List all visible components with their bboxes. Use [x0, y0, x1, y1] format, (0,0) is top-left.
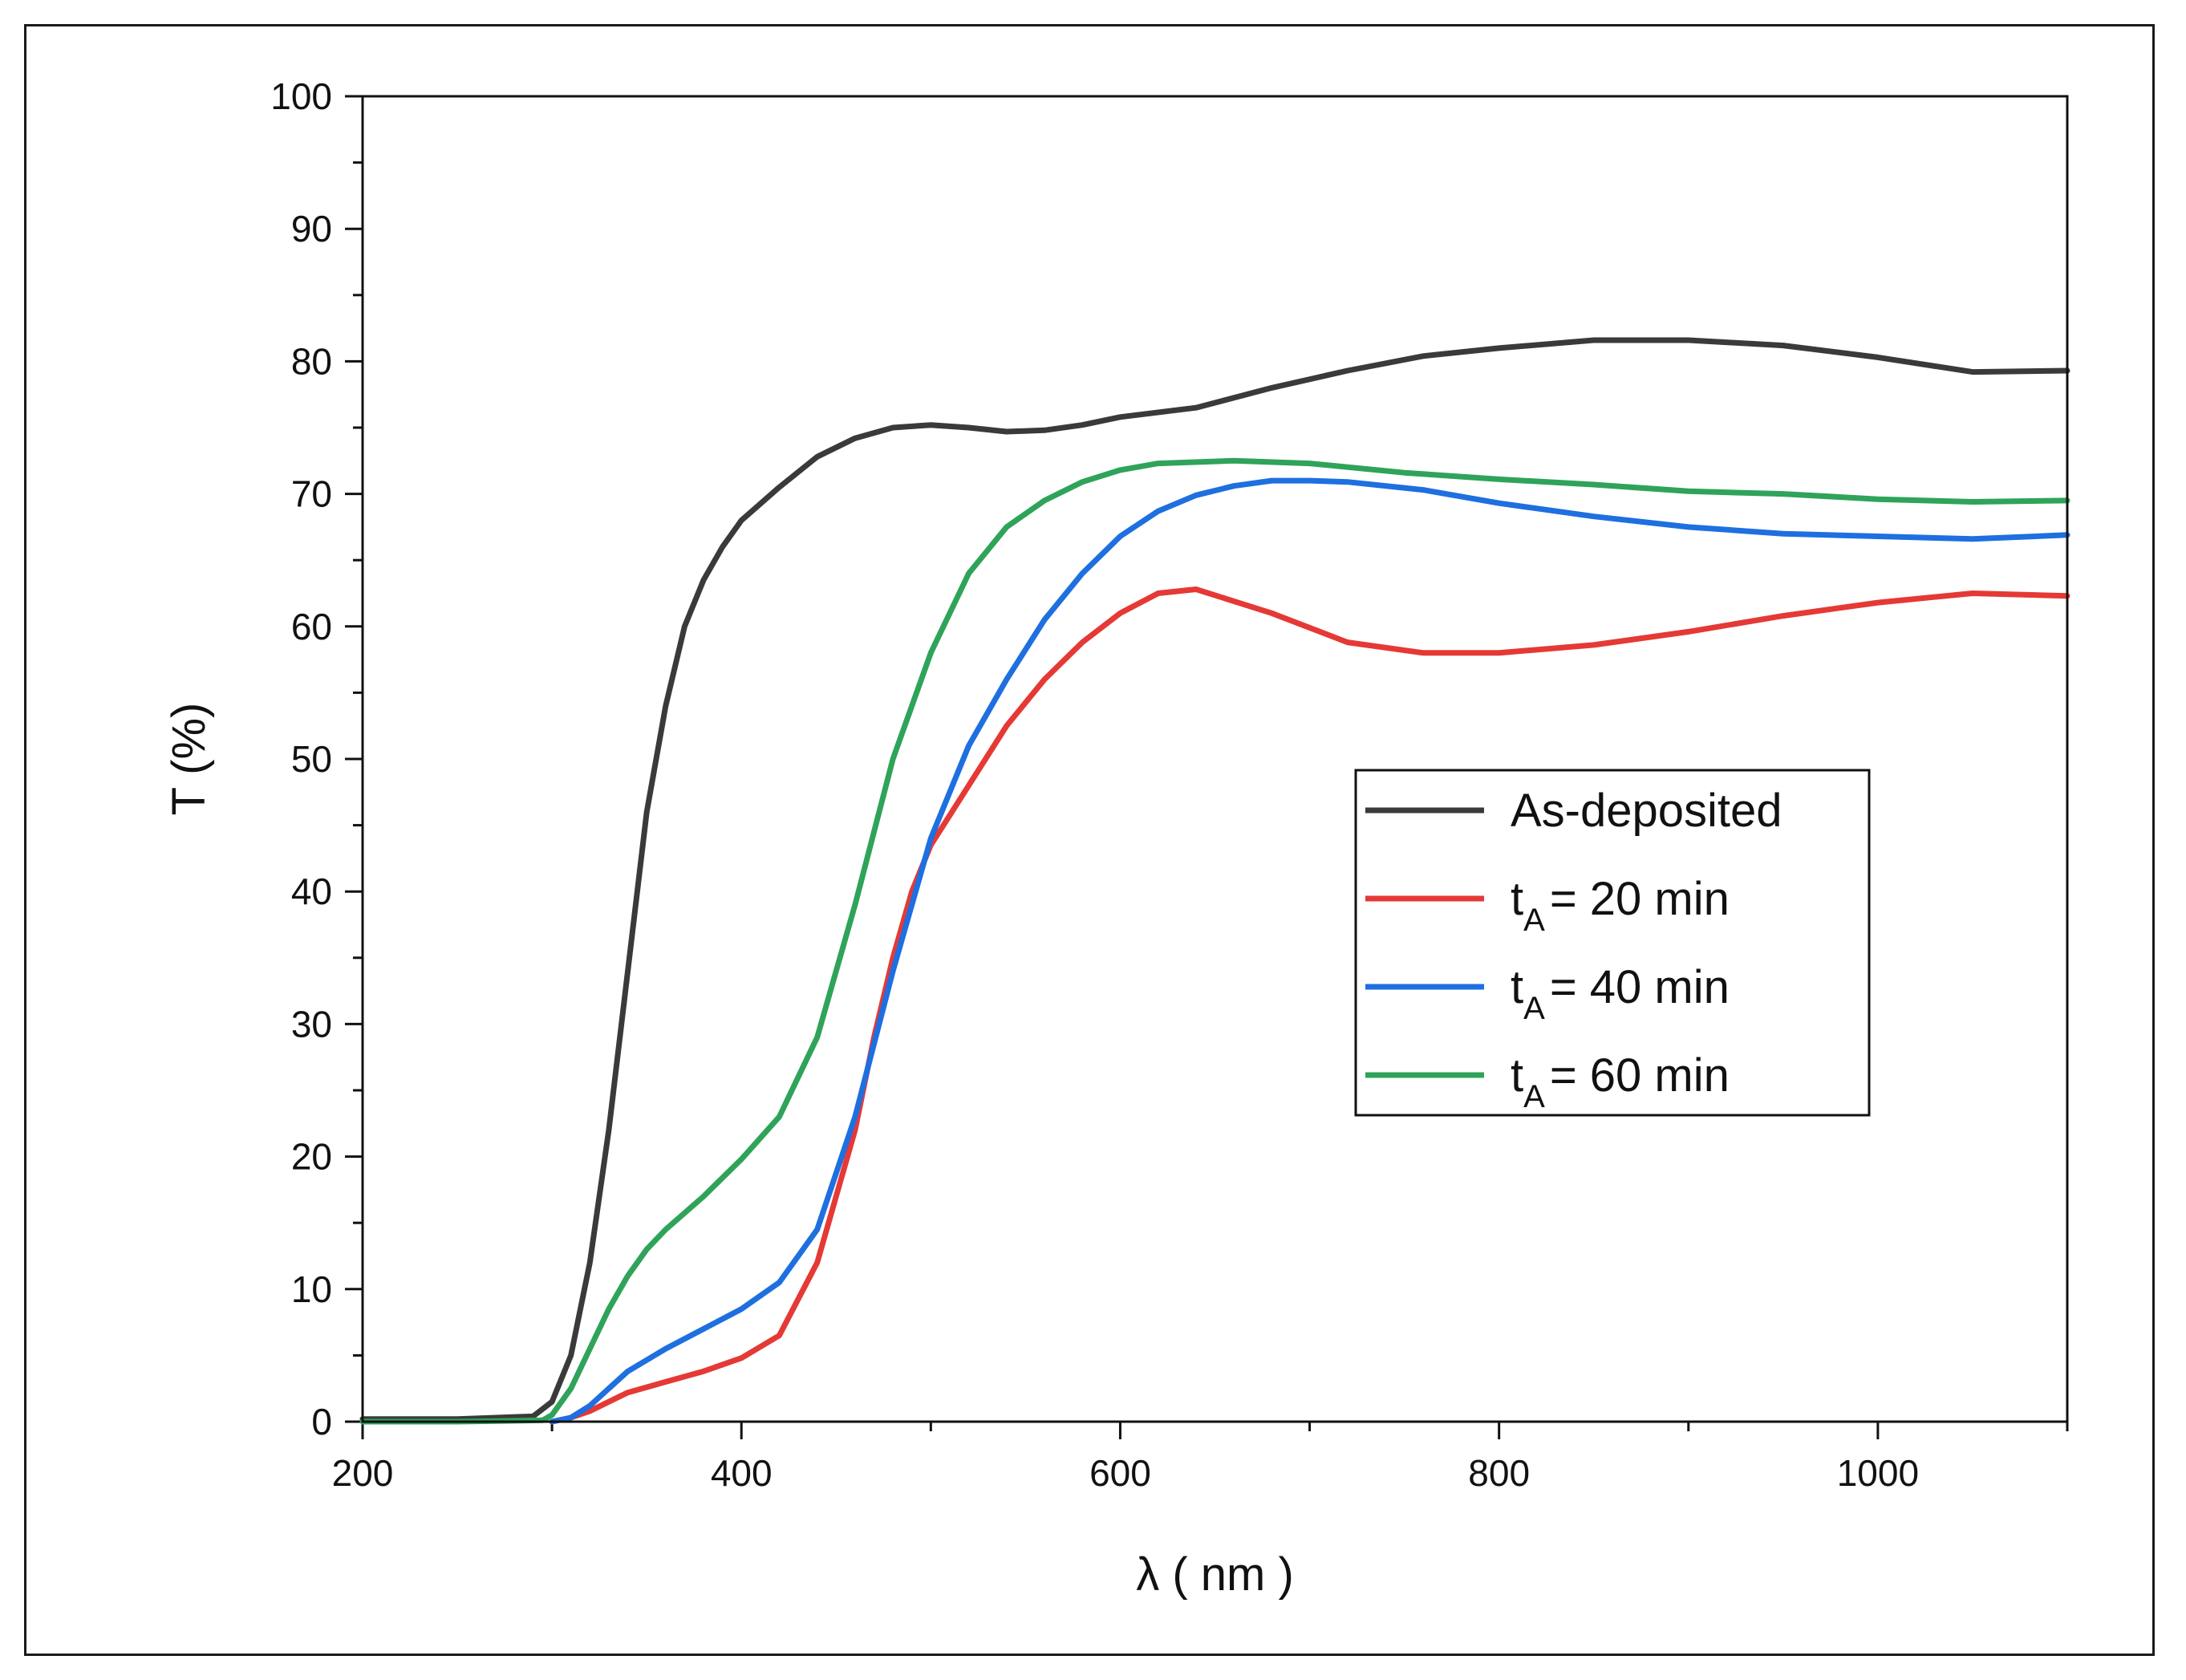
tick-labels: 0 10 20 30 40 50 60 70 80 90 100 200 400 600 800 1000	[270, 75, 1919, 1494]
y-tick-label: 50	[291, 738, 332, 780]
legend-label-2: tA = 20 min	[1511, 873, 1730, 938]
plot-area-border	[361, 95, 2069, 1423]
legend-box	[1354, 769, 1871, 1117]
y-tick-label: 100	[270, 75, 332, 117]
series-line-1	[359, 337, 2070, 1422]
series-lines	[359, 337, 2070, 1425]
x-tick-label: 1000	[1837, 1452, 1919, 1494]
x-tick-label: 200	[332, 1452, 394, 1494]
y-tick-label: 30	[291, 1003, 332, 1045]
y-tick-label: 80	[291, 340, 332, 382]
x-axis-title: λ ( nm )	[1136, 1548, 1294, 1601]
y-tick-label: 90	[291, 208, 332, 250]
x-tick-label: 800	[1468, 1452, 1530, 1494]
y-tick-label: 10	[291, 1268, 332, 1310]
series-line-4	[359, 457, 2070, 1425]
y-tick-label: 0	[311, 1401, 332, 1443]
figure-frame	[24, 24, 2155, 1656]
y-tick-label: 20	[291, 1136, 332, 1178]
legend: As-deposited tA = 20 min tA = 40 min tA = 60 m…	[1354, 769, 1871, 1117]
series-line-3	[549, 477, 2070, 1425]
y-tick-label: 70	[291, 473, 332, 515]
legend-label-4: tA = 60 min	[1511, 1049, 1730, 1114]
legend-label-3: tA = 40 min	[1511, 961, 1730, 1026]
legend-label-1: As-deposited	[1511, 785, 1782, 837]
x-tick-label: 600	[1089, 1452, 1151, 1494]
series-line-2	[549, 586, 2070, 1425]
x-tick-label: 400	[711, 1452, 773, 1494]
y-tick-label: 60	[291, 606, 332, 647]
y-axis-title: T (%)	[163, 703, 215, 816]
y-tick-label: 40	[291, 870, 332, 912]
tick-marks	[345, 95, 2069, 1439]
